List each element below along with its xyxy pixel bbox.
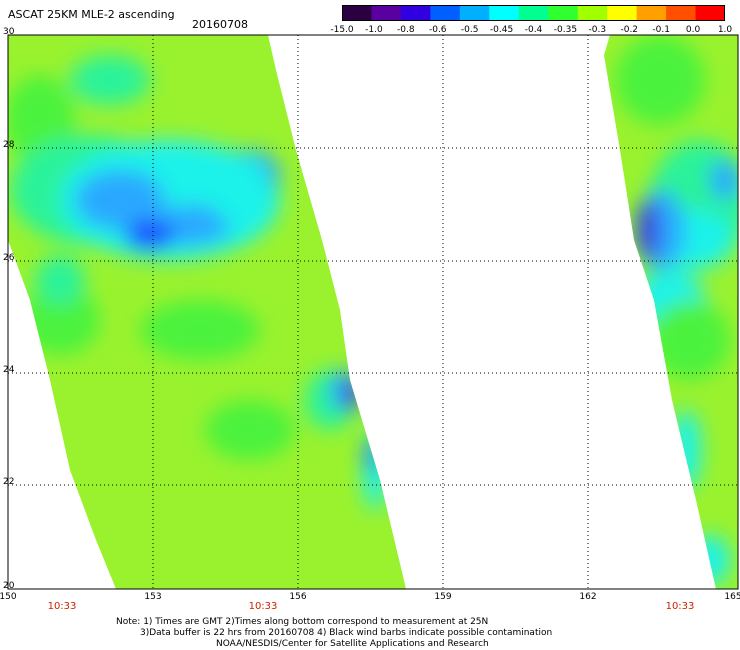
footnote: Note: 1) Times are GMT 2)Times along bot…	[116, 617, 552, 650]
colorbar-swatch	[518, 5, 549, 21]
product-date: 20160708	[192, 18, 248, 31]
longitude-label: 150	[0, 592, 17, 602]
colorbar-tick-label: -0.1	[652, 25, 670, 35]
colorbar-swatch	[430, 5, 461, 21]
latitude-label: 26	[3, 253, 15, 263]
colorbar-swatch	[400, 5, 431, 21]
product-title: ASCAT 25KM MLE-2 ascending	[8, 8, 175, 21]
colorbar-labels: -15.0 -1.0 -0.8 -0.6 -0.5 -0.45 -0.4 -0.35 -0.3 -…	[330, 25, 740, 37]
longitude-label: 165	[724, 592, 740, 602]
colorbar-tick-label: -0.6	[428, 25, 447, 35]
colorbar-swatch	[489, 5, 520, 21]
latitude-label: 22	[3, 477, 15, 487]
colorbar-swatch	[636, 5, 667, 21]
map-frame	[7, 34, 739, 590]
colorbar-tick-label: -15.0	[330, 25, 354, 35]
latitude-label: 24	[3, 365, 15, 375]
colorbar-swatch	[577, 5, 608, 21]
graticule	[8, 35, 738, 589]
note-line-1: Note: 1) Times are GMT 2)Times along bot…	[116, 617, 489, 627]
colorbar	[342, 5, 725, 21]
colorbar-tick-label: -0.8	[397, 25, 415, 35]
colorbar-swatch	[371, 5, 402, 21]
latitude-label: 28	[3, 140, 15, 150]
colorbar-swatch	[459, 5, 490, 21]
colorbar-tick-label: -0.45	[489, 25, 514, 35]
colorbar-tick-label: -0.2	[620, 25, 639, 35]
colorbar-tick-label: -0.3	[588, 25, 607, 35]
colorbar-swatch	[548, 5, 579, 21]
colorbar-tick-label: -1.0	[365, 25, 383, 35]
colorbar-swatch	[695, 5, 725, 21]
colorbar-tick-label: 0.0	[685, 25, 701, 35]
colorbar-tick-label: -0.4	[524, 25, 543, 35]
note-line-2: 3)Data buffer is 22 hrs from 20160708 4)…	[140, 628, 553, 638]
longitude-label: 156	[289, 592, 307, 602]
colorbar-swatch	[342, 5, 372, 21]
time-label: 10:33	[47, 601, 77, 612]
time-label: 10:33	[665, 601, 695, 612]
colorbar-tick-label: -0.5	[460, 25, 479, 35]
latitude-label: 30	[3, 27, 15, 37]
colorbar-tick-label: 1.0	[717, 25, 733, 35]
note-line-3: NOAA/NESDIS/Center for Satellite Applica…	[216, 639, 489, 649]
latitude-label: 20	[3, 581, 15, 591]
time-label: 10:33	[248, 601, 278, 612]
longitude-label: 159	[434, 592, 452, 602]
colorbar-swatch	[607, 5, 638, 21]
longitude-label: 162	[579, 592, 597, 602]
colorbar-tick-label: -0.35	[553, 25, 578, 35]
longitude-label: 153	[144, 592, 162, 602]
colorbar-swatch	[666, 5, 697, 21]
